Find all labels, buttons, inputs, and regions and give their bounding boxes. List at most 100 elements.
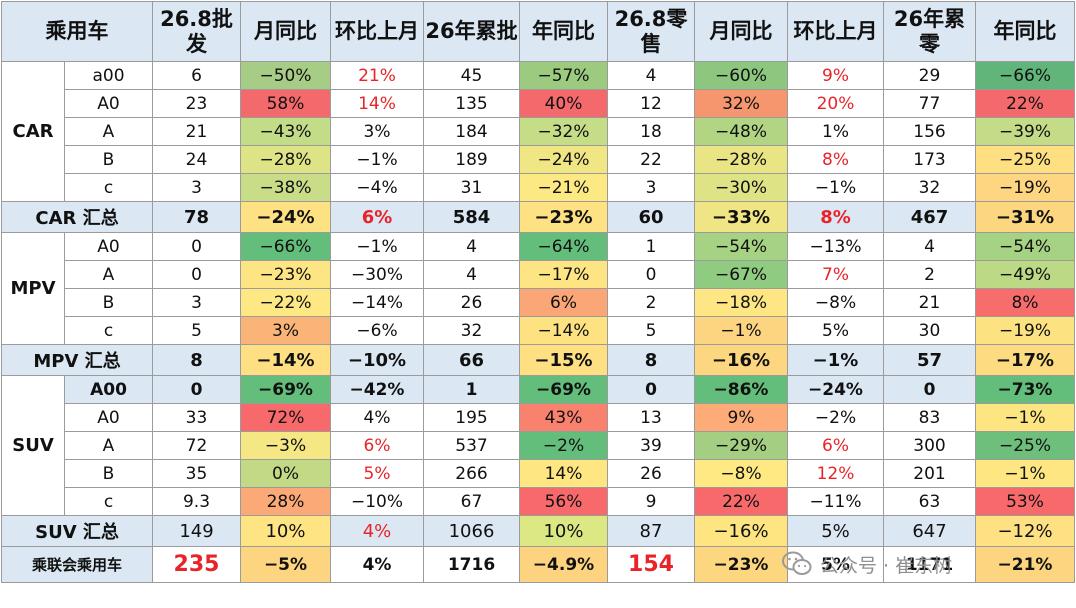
table-cell: 647	[883, 515, 976, 547]
table-cell: 57	[883, 344, 976, 376]
table-cell: 0%	[240, 459, 331, 488]
table-cell: 40%	[519, 89, 608, 118]
segment-label: c	[64, 487, 153, 516]
table-cell: −14%	[330, 288, 424, 317]
table-cell: 0	[152, 375, 241, 404]
table-cell: 6%	[330, 431, 424, 460]
segment-label: B	[64, 288, 153, 317]
segment-label: c	[64, 173, 153, 202]
table-cell: 584	[423, 201, 520, 233]
table-cell: 33	[152, 403, 241, 432]
table-cell: −4.9%	[519, 546, 608, 583]
table-cell: 21	[152, 117, 241, 146]
table-cell: 12	[607, 89, 695, 118]
table-cell: −16%	[694, 344, 788, 376]
table-cell: 22%	[694, 487, 788, 516]
table-cell: −54%	[694, 232, 788, 261]
table-cell: 21%	[330, 61, 424, 90]
table-cell: 56%	[519, 487, 608, 516]
table-cell: 201	[883, 459, 976, 488]
table-cell: 3	[152, 288, 241, 317]
table-cell: −24%	[519, 145, 608, 174]
table-cell: −6%	[330, 316, 424, 345]
header-cell: 26.8批发	[152, 1, 241, 62]
table-cell: 9%	[787, 61, 884, 90]
table-cell: 58%	[240, 89, 331, 118]
table-cell: −22%	[240, 288, 331, 317]
table-cell: 21	[883, 288, 976, 317]
table-cell: −10%	[330, 344, 424, 376]
table-cell: 12%	[787, 459, 884, 488]
table-cell: 0	[883, 375, 976, 404]
table-cell: −32%	[519, 117, 608, 146]
table-cell: 9.3	[152, 487, 241, 516]
table-cell: −49%	[975, 260, 1075, 289]
segment-label: A00	[64, 375, 153, 404]
table-cell: 235	[152, 546, 241, 583]
table-cell: 0	[152, 260, 241, 289]
table-cell: −48%	[694, 117, 788, 146]
table-row: A 21 −43% 3% 184 −32% 18 −48% 1% 156 −39%	[2, 117, 1075, 146]
table-cell: 2	[883, 260, 976, 289]
table-cell: 8%	[975, 288, 1075, 317]
table-cell: −43%	[240, 117, 331, 146]
table-cell: −73%	[975, 375, 1075, 404]
table-cell: 300	[883, 431, 976, 460]
table-cell: −12%	[975, 515, 1075, 547]
table-cell: 4	[423, 260, 520, 289]
table-cell: 29	[883, 61, 976, 90]
table-row: c 5 3% −6% 32 −14% 5 −1% 5% 30 −19%	[2, 316, 1075, 345]
table-cell: 1	[423, 375, 520, 404]
table-cell: −14%	[240, 344, 331, 376]
table-cell: 7%	[787, 260, 884, 289]
table-cell: −54%	[975, 232, 1075, 261]
table-cell: −25%	[975, 145, 1075, 174]
group-label-mpv: MPV	[1, 232, 65, 345]
table-cell: 5	[152, 316, 241, 345]
table-cell: −8%	[787, 288, 884, 317]
segment-label: A	[64, 117, 153, 146]
table-cell: 35	[152, 459, 241, 488]
table-cell: 266	[423, 459, 520, 488]
table-row: A0 33 72% 4% 195 43% 13 9% −2% 83 −1%	[2, 403, 1075, 432]
table-cell: 3%	[330, 117, 424, 146]
table-cell: 9%	[694, 403, 788, 432]
table-cell: −66%	[240, 232, 331, 261]
table-row: B 3 −22% −14% 26 6% 2 −18% −8% 21 8%	[2, 288, 1075, 317]
table-cell: 32	[423, 316, 520, 345]
table-cell: −1%	[787, 173, 884, 202]
table-cell: 467	[883, 201, 976, 233]
table-cell: −33%	[694, 201, 788, 233]
table-cell: −11%	[787, 487, 884, 516]
table-cell: 1066	[423, 515, 520, 547]
table-cell: −15%	[519, 344, 608, 376]
table-cell: 4	[423, 232, 520, 261]
segment-label: B	[64, 145, 153, 174]
table-cell: 9	[607, 487, 695, 516]
grand-total-label: 乘联会乘用车	[1, 546, 153, 583]
table-cell: −23%	[694, 546, 788, 583]
table-cell: 39	[607, 431, 695, 460]
wechat-icon	[782, 551, 812, 575]
table-cell: −66%	[975, 61, 1075, 90]
table-cell: −67%	[694, 260, 788, 289]
table-cell: 1%	[787, 117, 884, 146]
subtotal-row: CAR 汇总 78 −24% 6% 584 −23% 60 −33% 8% 467 −31%	[1, 201, 1075, 233]
table-cell: 6%	[519, 288, 608, 317]
table-cell: −1%	[330, 145, 424, 174]
table-cell: 31	[423, 173, 520, 202]
table-cell: −1%	[975, 459, 1075, 488]
table-cell: 4%	[330, 546, 424, 583]
table-cell: −10%	[330, 487, 424, 516]
table-cell: 66	[423, 344, 520, 376]
table-cell: 72%	[240, 403, 331, 432]
table-cell: 0	[607, 260, 695, 289]
table-cell: 3%	[240, 316, 331, 345]
table-row: CAR a00 6 −50% 21% 45 −57% 4 −60% 9% 29 −66%	[1, 61, 1075, 202]
table-cell: 8	[152, 344, 241, 376]
header-cell: 年同比	[975, 1, 1075, 62]
table-cell: −28%	[694, 145, 788, 174]
segment-label: a00	[64, 61, 153, 90]
header-cell: 月同比	[694, 1, 788, 62]
